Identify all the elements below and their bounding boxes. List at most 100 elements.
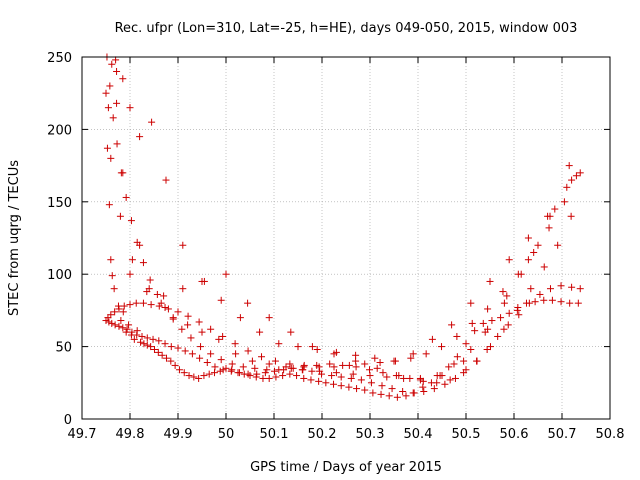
data-point: [149, 335, 157, 343]
data-point: [128, 256, 136, 264]
data-point: [158, 351, 166, 359]
data-point: [155, 337, 163, 345]
data-point: [534, 241, 542, 249]
data-point: [406, 374, 414, 382]
data-point: [361, 360, 369, 368]
data-point: [545, 224, 553, 232]
data-point: [395, 372, 403, 380]
data-point: [259, 374, 267, 382]
data-point: [162, 176, 170, 184]
data-point: [116, 212, 124, 220]
data-point: [557, 298, 565, 306]
data-point: [441, 380, 449, 388]
y-tick-labels: 0 50 100 150 200 250: [47, 51, 72, 428]
data-point: [481, 328, 489, 336]
data-point: [567, 212, 575, 220]
data-point: [279, 372, 287, 380]
data-point: [453, 332, 461, 340]
data-point: [366, 372, 374, 380]
data-point: [108, 60, 116, 68]
data-point: [347, 374, 355, 382]
data-point: [527, 285, 535, 293]
data-point: [253, 370, 261, 378]
data-point: [108, 272, 116, 280]
data-point: [207, 350, 215, 358]
data-point: [200, 277, 208, 285]
y-tick-label: 200: [47, 123, 72, 138]
data-point: [513, 306, 521, 314]
data-point: [357, 376, 365, 384]
data-point: [450, 360, 458, 368]
data-point: [146, 276, 154, 284]
data-point: [195, 318, 203, 326]
data-point: [422, 350, 430, 358]
y-tick-label: 50: [55, 341, 72, 356]
x-tick-label: 50.8: [596, 427, 625, 442]
data-point: [104, 104, 112, 112]
data-point: [219, 332, 227, 340]
data-point: [130, 335, 138, 343]
data-point: [548, 296, 556, 304]
data-point: [419, 377, 427, 385]
data-point: [349, 370, 357, 378]
data-point: [438, 343, 446, 351]
data-point: [265, 360, 273, 368]
chart-title: Rec. ufpr (Lon=310, Lat=-25, h=HE), days…: [115, 21, 578, 36]
data-point: [271, 357, 279, 365]
data-point: [430, 385, 438, 393]
x-tick-label: 50.4: [404, 427, 433, 442]
data-point: [486, 277, 494, 285]
data-point: [369, 389, 377, 397]
data-point: [143, 341, 151, 349]
data-point: [568, 283, 576, 291]
data-point: [104, 314, 112, 322]
data-point: [500, 299, 508, 307]
data-point: [258, 353, 266, 361]
data-point: [531, 298, 539, 306]
grid-lines: [82, 57, 610, 419]
data-point: [261, 369, 269, 377]
data-point: [105, 318, 113, 326]
data-point: [105, 201, 113, 209]
data-point: [352, 357, 360, 365]
data-point: [196, 354, 204, 362]
data-point: [137, 338, 145, 346]
data-point: [222, 364, 230, 372]
data-point: [143, 334, 151, 342]
data-point: [551, 205, 559, 213]
data-point: [438, 372, 446, 380]
data-point: [126, 301, 134, 309]
data-point: [467, 345, 475, 353]
data-point: [494, 332, 502, 340]
data-point: [488, 317, 496, 325]
data-point: [503, 292, 511, 300]
data-point: [216, 367, 224, 375]
data-point: [161, 340, 169, 348]
data-point: [407, 354, 415, 362]
data-point: [416, 374, 424, 382]
data-point: [574, 299, 582, 307]
data-point: [390, 357, 398, 365]
data-point: [525, 299, 533, 307]
data-point: [326, 360, 334, 368]
data-point: [566, 299, 574, 307]
data-point: [337, 373, 345, 381]
data-point: [119, 75, 127, 83]
data-point: [473, 357, 481, 365]
data-point: [231, 340, 239, 348]
data-point: [339, 361, 347, 369]
data-point: [330, 380, 338, 388]
data-point: [275, 366, 283, 374]
data-point: [164, 305, 172, 313]
data-point: [568, 176, 576, 184]
x-tick-label: 49.8: [116, 427, 145, 442]
data-point: [388, 385, 396, 393]
data-point: [111, 321, 119, 329]
data-point: [120, 302, 128, 310]
data-point: [497, 314, 505, 322]
y-axis-label: STEC from uqrg / TECUs: [7, 160, 22, 316]
data-points: [102, 53, 584, 401]
data-point: [345, 361, 353, 369]
data-point: [313, 345, 321, 353]
data-point: [282, 363, 290, 371]
